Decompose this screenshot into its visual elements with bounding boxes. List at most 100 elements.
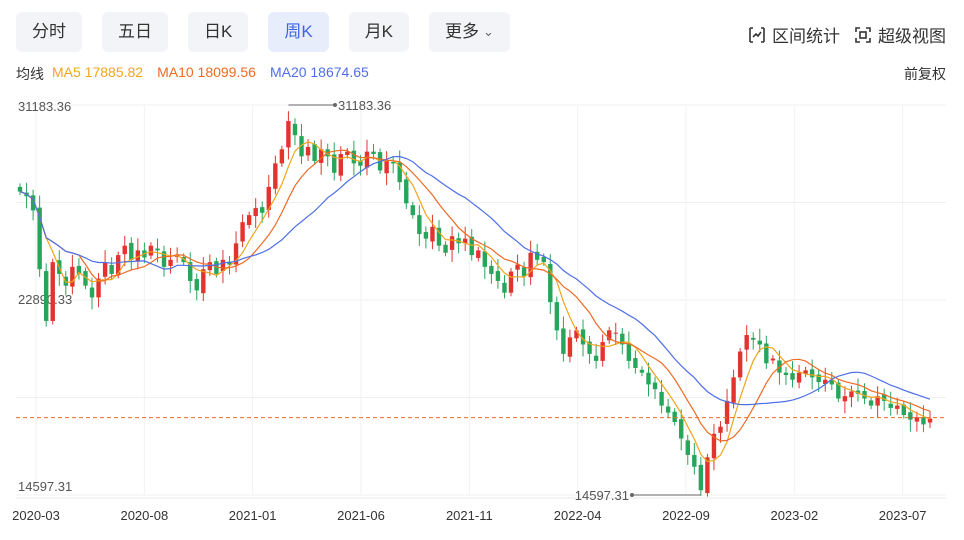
super-view-button[interactable]: 超级视图 [854,22,946,47]
candle-body [639,369,645,373]
candle-body [358,160,363,166]
x-tick-label: 2021-11 [446,508,493,523]
candle-body [246,215,252,225]
candle-body [417,215,422,234]
candle-body [83,271,88,286]
tab-monthly-k-label: 月K [364,22,394,41]
candle-body [122,245,127,255]
candle-body [390,161,396,164]
ma-label: 均线 [16,66,44,82]
tab-more-label: 更多 [445,22,480,41]
candle-body [705,457,710,494]
candle-body [364,151,370,168]
candle-body [790,373,795,380]
candle-body [129,242,134,260]
tab-weekly-k-label: 周K [284,22,313,41]
tab-more[interactable]: 更多 ⌄ [429,12,510,52]
candle-body [397,162,402,183]
tab-five-day[interactable]: 五日 [102,12,168,52]
candle-body [312,144,317,162]
candle-body [273,163,278,189]
tab-monthly-k[interactable]: 月K [348,12,410,52]
candle-body [718,426,723,433]
candle-body [711,433,717,459]
candle-body [862,391,867,399]
ma5-value: MA5 17885.82 [52,64,144,80]
tab-weekly-k[interactable]: 周K [268,12,329,52]
candle-body [875,396,880,406]
candle-body [816,374,821,383]
candle-body [43,271,49,321]
x-tick-label: 2023-07 [879,508,927,523]
candlestick-chart[interactable]: 2020-03 2020-08 2021-01 2021-06 2021-11 2022-… [0,90,964,540]
candle-body [266,186,271,210]
candle-body [659,391,664,406]
candle-body [672,411,677,423]
candle-body [881,394,887,401]
candle-body [495,271,501,281]
tab-intraday-label: 分时 [32,22,66,41]
candle-body [502,282,507,293]
candle-body [567,337,573,357]
super-view-label: 超级视图 [878,27,946,46]
candle-body [430,226,435,242]
candle-body [803,370,808,374]
candle-body [70,266,75,287]
candle-body [345,151,350,155]
candle-body [908,412,913,420]
tab-intraday[interactable]: 分时 [16,12,82,52]
candle-body [724,400,730,424]
candle-body [554,302,560,331]
ma5-line [19,141,931,463]
candle-body [626,343,632,361]
tab-daily-k-label: 日K [204,22,233,41]
candle-body [116,255,121,275]
candle-body [927,418,933,423]
candle-body [161,251,167,267]
candle-body [338,153,343,176]
candle-body [168,259,173,266]
candle-body [580,329,586,345]
candle-body [423,232,429,239]
x-tick-label: 2022-04 [554,508,602,523]
candle-body [410,205,416,216]
candle-body [613,332,618,334]
tab-daily-k[interactable]: 日K [188,12,249,52]
max-annotation-label: 31183.36 [338,98,391,113]
max-annotation-dot [333,103,337,107]
chart-tools: 区间统计 超级视图 [748,22,946,47]
candle-body [607,330,612,341]
adjust-mode-selector[interactable]: 前复权 [904,66,946,82]
candle-body [515,264,520,270]
candle-body [561,328,566,354]
candle-body [462,238,468,244]
x-tick-label: 2022-09 [662,508,710,523]
candle-body [443,244,448,253]
range-stat-button[interactable]: 区间统计 [748,22,840,47]
candle-body [489,265,494,274]
super-view-icon [854,26,872,44]
period-tabs: 分时 五日 日K 周K 月K 更多 ⌄ [16,12,510,52]
range-stat-icon [748,26,766,44]
candle-body [541,256,546,263]
candle-body [698,464,704,491]
ma-legend: 均线 MA5 17885.82 MA10 18099.56 MA20 18674… [16,64,369,84]
y-tick-label: 31183.36 [18,99,71,114]
y-tick-label: 14597.31 [18,479,72,494]
candle-body [371,151,376,154]
candle-body [679,419,684,439]
candle-body [469,236,474,256]
candle-body [744,335,749,350]
candle-body [332,154,337,173]
ma10-line [19,149,931,442]
candle-body [240,222,245,242]
candle-body [823,379,828,384]
candle-body [148,245,154,256]
x-tick-label: 2020-08 [120,508,168,523]
candle-body [665,406,671,413]
candle-body [888,403,893,408]
candle-body [587,341,592,354]
candle-body [384,161,389,174]
candle-body [646,372,651,385]
candle-body [76,265,82,274]
